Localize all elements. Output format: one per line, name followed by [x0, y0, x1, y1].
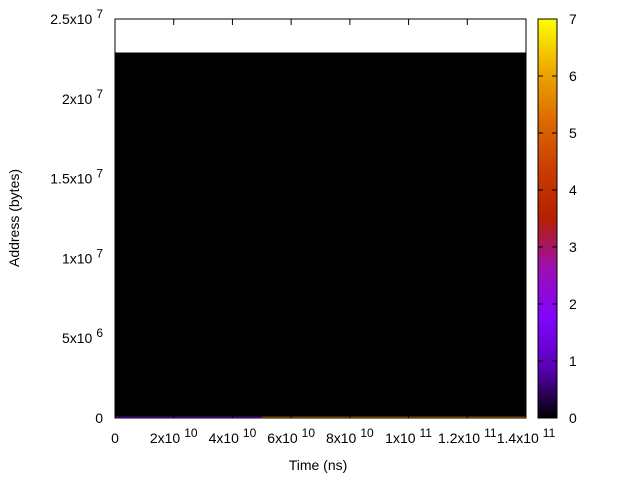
colorbar-tick-label: 4: [569, 182, 577, 198]
y-tick-label: 2.5x10 7: [50, 7, 103, 27]
x-tick-label: 1.4x10 11: [497, 426, 556, 446]
y-tick-label-exponent: 7: [96, 246, 103, 260]
colorbar-tick-label: 0: [569, 410, 577, 426]
y-tick-label: 1.5x10 7: [50, 167, 103, 187]
colorbar-tick-label: 6: [569, 68, 577, 84]
y-tick-label: 2x10 7: [62, 87, 103, 107]
y-tick-label-exponent: 7: [96, 7, 103, 21]
x-tick-label: 6x10 10: [267, 426, 315, 446]
heatmap-cell: [115, 52, 526, 419]
x-tick-label: 4x10 10: [209, 426, 257, 446]
x-tick-label-exponent: 10: [184, 426, 198, 440]
x-tick-label-exponent: 10: [243, 426, 257, 440]
x-tick-label: 0: [111, 430, 119, 446]
x-tick-label-exponent: 10: [360, 426, 374, 440]
x-tick-label-base: 1.4x10: [497, 430, 539, 446]
x-tick-label: 2x10 10: [150, 426, 198, 446]
colorbar-tick-label: 7: [569, 11, 577, 27]
plot-border: [114, 18, 527, 419]
x-tick-label-base: 2x10: [150, 430, 181, 446]
x-tick-label-base: 6x10: [267, 430, 298, 446]
y-tick-label-exponent: 7: [96, 87, 103, 101]
x-tick-label: 8x10 10: [326, 426, 374, 446]
colorbar: [537, 18, 558, 419]
x-tick-label-base: 4x10: [209, 430, 240, 446]
colorbar-tick-label: 3: [569, 239, 577, 255]
x-tick-label-exponent: 11: [484, 426, 497, 440]
heatmap-cell: [115, 416, 262, 418]
y-tick-label: 5x10 6: [62, 326, 103, 346]
y-tick-label: 0: [95, 410, 103, 426]
x-tick-label-base: 1.2x10: [438, 430, 480, 446]
heatmap-cell: [261, 416, 526, 418]
colorbar-tick-label: 1: [569, 353, 577, 369]
x-tick-label-exponent: 10: [302, 426, 316, 440]
y-tick-label-base: 2.5x10: [50, 11, 92, 27]
x-tick-label-exponent: 11: [420, 426, 433, 440]
colorbar-tick-label: 2: [569, 296, 577, 312]
x-tick-label: 1.2x10 11: [438, 426, 497, 446]
x-tick-label-base: 1x10: [385, 430, 416, 446]
y-tick-label-base: 1.5x10: [50, 171, 92, 187]
x-tick-label-base: 8x10: [326, 430, 357, 446]
y-axis-label: Address (bytes): [6, 169, 22, 267]
y-tick-label-base: 5x10: [62, 330, 93, 346]
y-tick-label-exponent: 6: [96, 326, 103, 340]
y-tick-label-base: 2x10: [62, 91, 93, 107]
colorbar-tick-label: 5: [569, 125, 577, 141]
y-tick-label-exponent: 7: [96, 167, 103, 181]
y-tick-label: 1x10 7: [62, 246, 103, 266]
x-tick-label: 1x10 11: [385, 426, 432, 446]
y-tick-label-base: 1x10: [62, 250, 93, 266]
x-tick-label-exponent: 11: [543, 426, 556, 440]
x-axis-label: Time (ns): [289, 457, 348, 473]
